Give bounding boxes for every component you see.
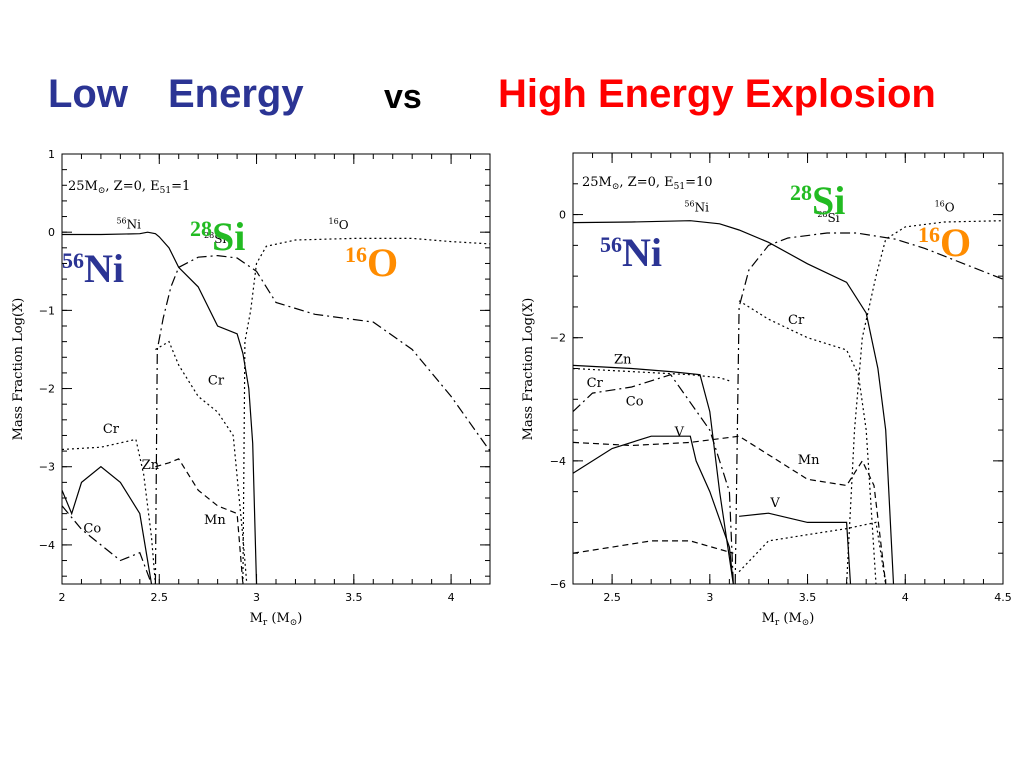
y-tick-label: −2 <box>39 383 55 396</box>
series-label: Zn <box>142 458 160 473</box>
series-label: 56Ni <box>684 199 709 214</box>
big-label-si: 28Si <box>190 214 245 259</box>
series-label: Co <box>83 521 101 536</box>
series-ni-line <box>572 220 895 585</box>
series-label: 16O <box>329 217 349 232</box>
series-label: Cr <box>208 374 225 389</box>
x-axis-label: Mr (M⊙) <box>762 611 815 628</box>
series-label: Co <box>626 394 644 409</box>
y-tick-label: −1 <box>39 304 55 317</box>
x-axis-label: Mr (M⊙) <box>250 611 303 628</box>
y-axis-label: Mass Fraction Log(X) <box>11 298 26 441</box>
series-label: 28Si <box>817 210 839 225</box>
x-tick-label: 2.5 <box>603 591 621 604</box>
slide-title: Low Energy vs High Energy Explosion <box>0 72 1024 132</box>
y-tick-label: 0 <box>559 209 566 222</box>
series-zn-line <box>61 465 153 585</box>
series-zn-line <box>572 364 734 585</box>
x-tick-label: 2.5 <box>151 591 169 604</box>
series-label: Mn <box>204 513 226 528</box>
series-label: 28Si <box>204 231 226 246</box>
y-tick-label: 1 <box>48 148 55 161</box>
series-label: Cr <box>103 422 120 437</box>
x-tick-label: 4.5 <box>994 591 1012 604</box>
x-tick-label: 3.5 <box>345 591 363 604</box>
series-v2-line <box>739 512 852 585</box>
big-label-si: 28Si <box>790 178 845 223</box>
series-co-line <box>61 505 153 585</box>
y-tick-label: −2 <box>550 332 566 345</box>
y-tick-label: −4 <box>39 539 55 552</box>
series-label: Cr <box>587 376 604 391</box>
series-cr2-line <box>155 340 248 585</box>
title-vs: vs <box>384 78 422 116</box>
x-tick-label: 4 <box>448 591 455 604</box>
series-co-line <box>572 373 734 585</box>
y-tick-label: −3 <box>39 461 55 474</box>
series-label: 56Ni <box>116 216 141 231</box>
series-si-line <box>154 254 491 585</box>
series-cr2-line <box>738 300 877 585</box>
y-tick-label: −6 <box>550 578 566 591</box>
series-cr-line <box>572 367 730 382</box>
series-cr-line <box>61 438 156 585</box>
series-label: V <box>674 425 685 440</box>
big-label-ni: 56Ni <box>62 246 124 291</box>
title-high-energy-explosion: High Energy Explosion <box>498 72 936 116</box>
series-label: 16O <box>935 199 955 214</box>
x-tick-label: 4 <box>902 591 909 604</box>
y-tick-label: −4 <box>550 455 566 468</box>
series-o-line <box>846 220 1004 585</box>
big-label-o: 16O <box>918 220 971 265</box>
series-cox-line <box>572 540 734 554</box>
x-tick-label: 3 <box>706 591 713 604</box>
big-label-ni: 56Ni <box>600 230 662 275</box>
y-tick-label: 0 <box>48 226 55 239</box>
y-axis-label: Mass Fraction Log(X) <box>521 298 536 441</box>
series-mnx-line <box>738 521 887 585</box>
big-label-o: 16O <box>345 240 398 285</box>
series-mn-line <box>155 458 244 585</box>
title-energy: Energy <box>168 72 304 116</box>
title-low: Low <box>48 72 128 116</box>
series-label: V <box>769 496 780 511</box>
chart-1: 2 2.5 3 3.5 4 1 0 −1 −2 −3 −4 Mr (M⊙) Mass Fraction … <box>11 148 491 628</box>
series-v-line <box>572 435 734 585</box>
model-caption: 25M⊙, Z=0, E51=1 <box>68 179 190 196</box>
series-ni-line <box>62 231 258 585</box>
series-o-line <box>242 237 491 585</box>
x-tick-label: 3.5 <box>799 591 817 604</box>
x-tick-label: 2 <box>59 591 66 604</box>
series-si-line <box>734 232 1004 585</box>
model-caption: 25M⊙, Z=0, E51=10 <box>582 175 713 192</box>
series-label: Mn <box>798 453 820 468</box>
series-label: Zn <box>614 353 632 368</box>
x-tick-label: 3 <box>253 591 260 604</box>
series-label: Cr <box>788 313 805 328</box>
series-mn-line <box>572 435 887 585</box>
chart-2: 2.5 3 3.5 4 4.5 0 −2 −4 −6 Mr (M⊙) Mass Fraction L… <box>521 152 1012 628</box>
